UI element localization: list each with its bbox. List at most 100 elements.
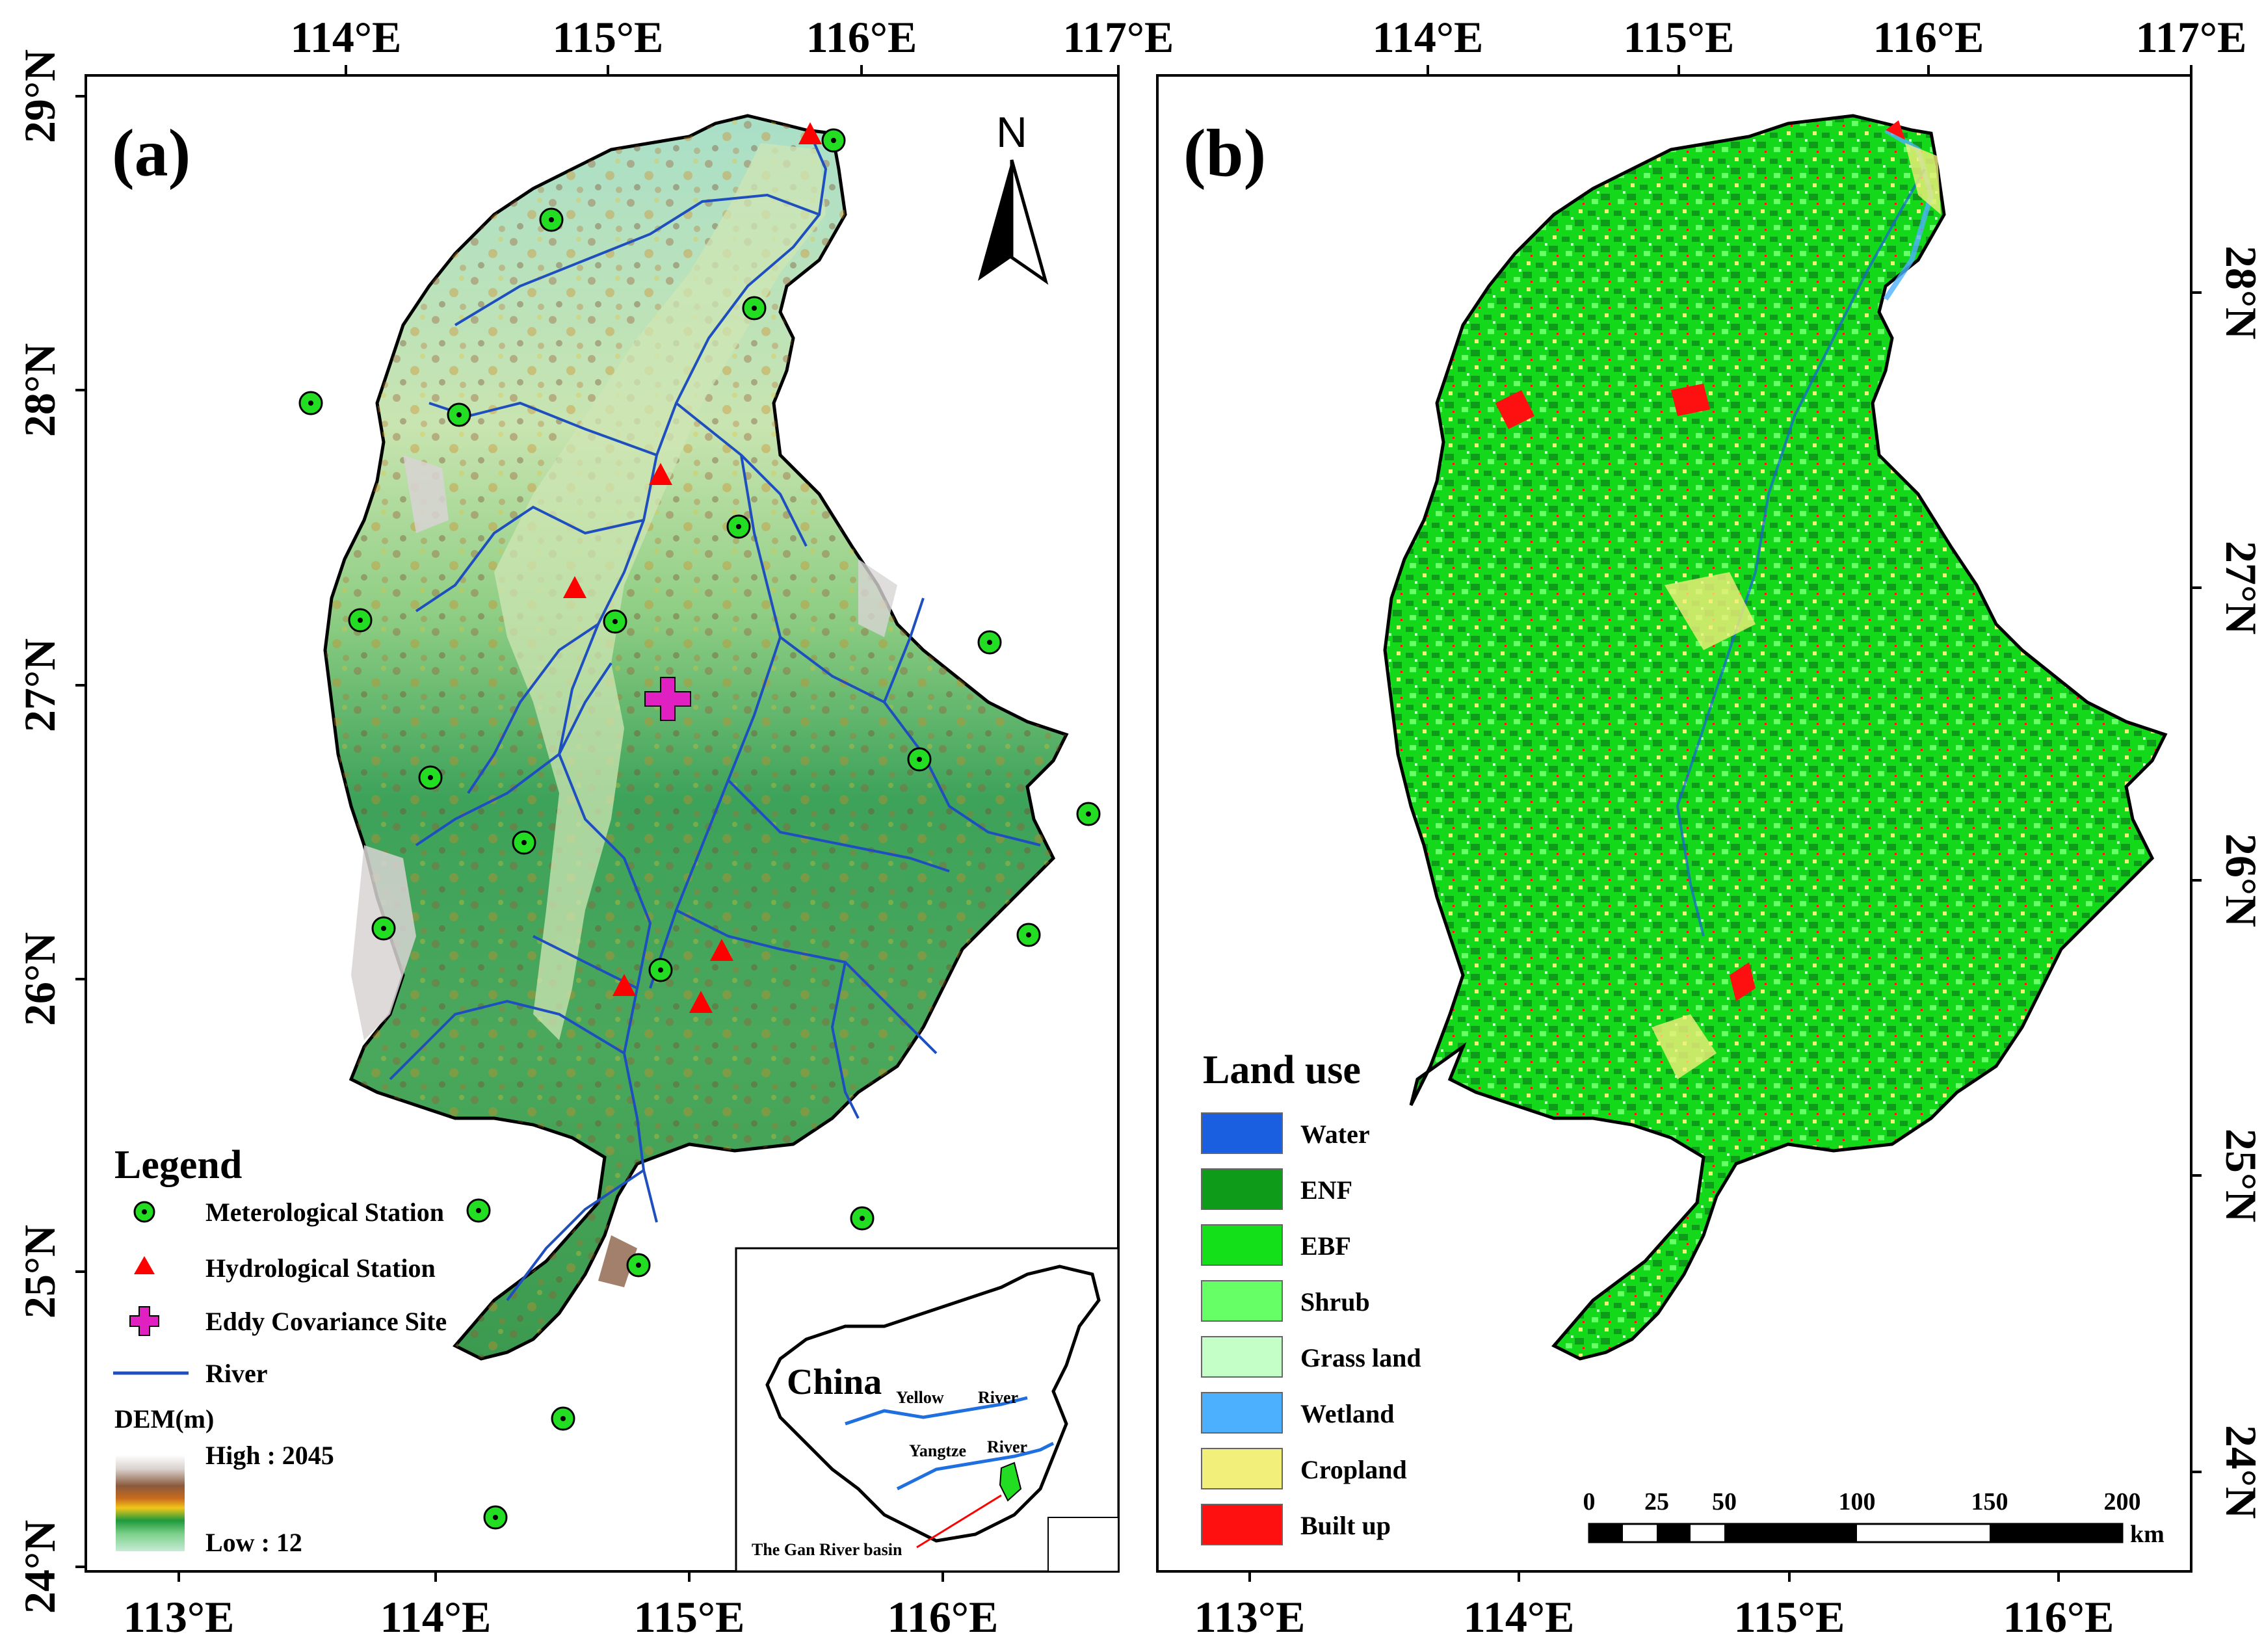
right-lat-tick: 24°N bbox=[2217, 1425, 2264, 1519]
landuse-basin-map bbox=[1383, 114, 2168, 1361]
met-station-marker bbox=[648, 958, 673, 982]
left-lat-tick: 24°N bbox=[15, 1520, 64, 1614]
legend-item-hydro: Hydrological Station bbox=[134, 1253, 436, 1283]
axis-ticks-b bbox=[1248, 65, 2202, 1582]
svg-text:River: River bbox=[978, 1388, 1018, 1407]
svg-text:River: River bbox=[205, 1359, 268, 1388]
legend-title: Legend bbox=[114, 1143, 242, 1187]
met-station-marker bbox=[726, 514, 751, 539]
met-station-marker bbox=[298, 391, 323, 415]
scale-label: 50 bbox=[1712, 1488, 1737, 1515]
met-station-marker bbox=[907, 747, 932, 772]
south-china-sea-box bbox=[1047, 1517, 1119, 1572]
top-lon-tick: 116°E bbox=[806, 12, 917, 62]
legend-a: Legend Meterological Station Hydrologica… bbox=[113, 1143, 447, 1557]
svg-text:Eddy Covariance Site: Eddy Covariance Site bbox=[205, 1307, 447, 1336]
left-lat-tick: 29°N bbox=[15, 49, 64, 143]
svg-text:Yellow: Yellow bbox=[896, 1388, 944, 1407]
legend-item-shrub: Shrub bbox=[1201, 1280, 1370, 1322]
met-station-marker bbox=[821, 128, 846, 153]
legend-item-eddy: Eddy Covariance Site bbox=[129, 1306, 447, 1336]
left-lat-tick: 25°N bbox=[15, 1225, 64, 1318]
scale-label: 200 bbox=[2104, 1488, 2141, 1515]
basin-label: The Gan River basin bbox=[752, 1540, 902, 1559]
scale-label: 100 bbox=[1839, 1488, 1876, 1515]
hydrological-stations bbox=[563, 122, 822, 1013]
met-station-marker bbox=[539, 207, 564, 232]
left-lat-tick: 28°N bbox=[15, 343, 64, 437]
hydro-station-marker bbox=[710, 939, 733, 961]
right-lat-tick: 27°N bbox=[2217, 541, 2264, 635]
hydro-station-marker bbox=[798, 122, 822, 144]
yellow-river-line bbox=[845, 1396, 1028, 1426]
top-lon-tick: 115°E bbox=[1624, 12, 1735, 62]
top-lon-tick: 114°E bbox=[291, 12, 402, 62]
right-lat-tick: 28°N bbox=[2217, 246, 2264, 339]
bottom-lon-tick: 115°E bbox=[1734, 1592, 1845, 1642]
top-lon-tick: 117°E bbox=[2136, 12, 2247, 62]
panel-b: (b) Land use Water ENF EBF Shrub Grass l… bbox=[1156, 12, 2264, 1642]
legend-item-grassland: Grass land bbox=[1201, 1336, 1421, 1378]
met-station-marker bbox=[626, 1253, 651, 1278]
scale-label: 25 bbox=[1644, 1488, 1669, 1515]
svg-text:Grass land: Grass land bbox=[1300, 1343, 1421, 1372]
svg-text:Built up: Built up bbox=[1300, 1511, 1391, 1540]
scale-label: 0 bbox=[1583, 1488, 1596, 1515]
met-station-marker bbox=[850, 1206, 875, 1231]
legend-item-water: Water bbox=[1201, 1112, 1370, 1154]
svg-text:Hydrological Station: Hydrological Station bbox=[205, 1253, 436, 1283]
dem-basin-map bbox=[323, 114, 1069, 1361]
bottom-lon-tick: 114°E bbox=[380, 1592, 492, 1642]
yangtze-river-line bbox=[896, 1441, 1055, 1491]
legend-item-builtup: Built up bbox=[1201, 1504, 1391, 1545]
legend-b: Land use Water ENF EBF Shrub Grass land … bbox=[1201, 1048, 1421, 1545]
scale-bar: 0 25 50 100 150 200 km bbox=[1583, 1488, 2165, 1548]
dem-high-label: High : 2045 bbox=[205, 1441, 334, 1470]
met-station-marker bbox=[348, 608, 373, 633]
svg-text:Cropland: Cropland bbox=[1300, 1455, 1407, 1484]
hydro-station-marker bbox=[689, 991, 713, 1013]
met-station-marker bbox=[603, 609, 627, 634]
svg-text:ENF: ENF bbox=[1300, 1175, 1352, 1205]
scale-unit: km bbox=[2130, 1521, 2165, 1548]
met-station-marker bbox=[977, 630, 1002, 655]
dem-title: DEM(m) bbox=[114, 1404, 214, 1434]
legend-item-enf: ENF bbox=[1201, 1168, 1352, 1210]
bottom-lon-tick: 114°E bbox=[1464, 1592, 1575, 1642]
met-station-marker bbox=[466, 1198, 491, 1223]
top-lon-tick: 116°E bbox=[1873, 12, 1984, 62]
met-station-marker bbox=[742, 296, 767, 321]
met-station-marker bbox=[418, 765, 443, 790]
hydro-station-marker bbox=[649, 463, 672, 485]
right-lat-tick: 26°N bbox=[2217, 833, 2264, 927]
north-arrow: N bbox=[978, 108, 1049, 285]
landuse-legend-title: Land use bbox=[1203, 1048, 1361, 1092]
legend-item-ebf: EBF bbox=[1201, 1224, 1351, 1266]
right-lat-tick: 25°N bbox=[2217, 1129, 2264, 1222]
left-lat-tick: 26°N bbox=[15, 932, 64, 1026]
legend-item-river: River bbox=[113, 1359, 268, 1388]
eddy-covariance-site bbox=[644, 677, 691, 721]
hydro-station-marker bbox=[563, 576, 586, 598]
china-inset: China Yellow River Yangtze River The Gan… bbox=[735, 1247, 1120, 1573]
panel-a-label: (a) bbox=[112, 116, 191, 190]
legend-item-met: Meterological Station bbox=[133, 1198, 444, 1227]
dem-low-label: Low : 12 bbox=[205, 1528, 302, 1557]
bottom-lon-tick: 116°E bbox=[2003, 1592, 2114, 1642]
svg-text:Meterological Station: Meterological Station bbox=[205, 1198, 444, 1227]
met-station-marker bbox=[1076, 802, 1101, 826]
top-lon-tick: 117°E bbox=[1063, 12, 1174, 62]
scale-label: 150 bbox=[1971, 1488, 2008, 1515]
svg-text:Shrub: Shrub bbox=[1300, 1287, 1370, 1317]
basin-pointer-arrow bbox=[916, 1494, 1002, 1549]
top-lon-tick: 115°E bbox=[553, 12, 664, 62]
met-station-marker bbox=[512, 830, 536, 855]
bottom-lon-tick: 115°E bbox=[634, 1592, 745, 1642]
svg-text:Yangtze: Yangtze bbox=[909, 1441, 966, 1460]
svg-text:Wetland: Wetland bbox=[1300, 1399, 1394, 1428]
dem-colorbar bbox=[116, 1455, 185, 1551]
legend-item-wetland: Wetland bbox=[1201, 1392, 1394, 1434]
inset-country-label: China bbox=[787, 1362, 882, 1402]
legend-item-cropland: Cropland bbox=[1201, 1448, 1407, 1489]
